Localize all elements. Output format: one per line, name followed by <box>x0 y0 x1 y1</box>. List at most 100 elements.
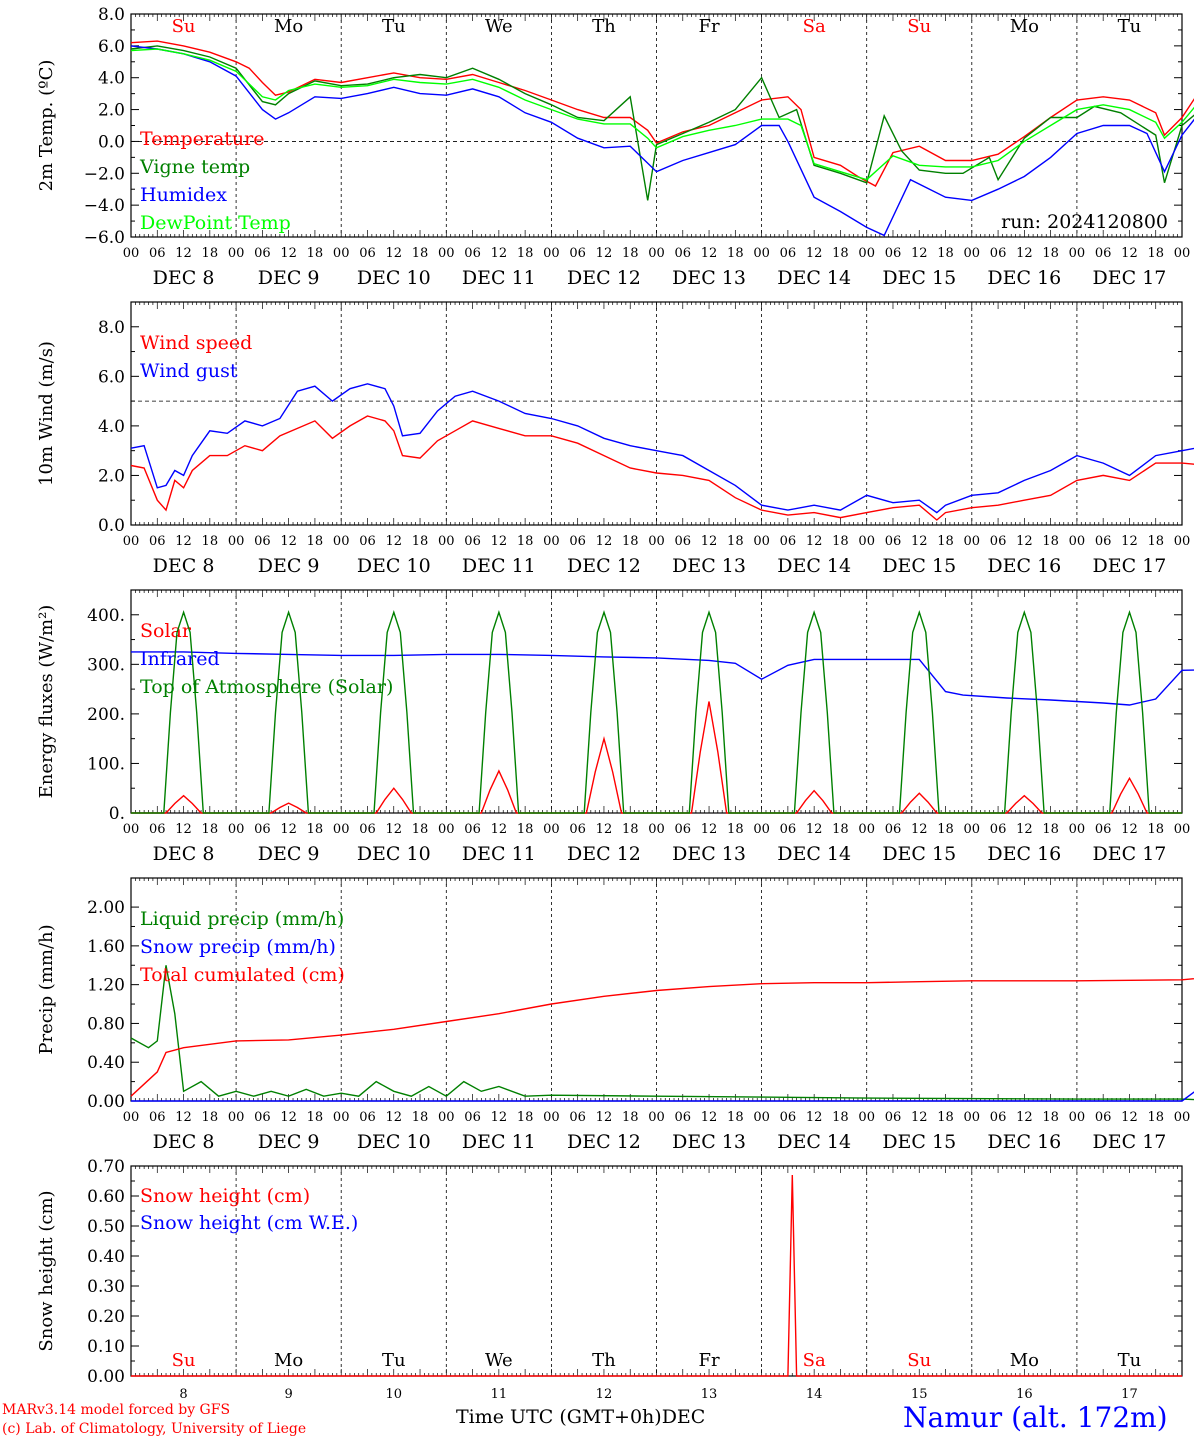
day-date-label: DEC 9 <box>258 843 320 865</box>
hour-tick-label: 00 <box>123 1110 140 1125</box>
hour-tick-label: 06 <box>675 534 692 549</box>
hour-tick-label: 06 <box>149 246 166 261</box>
hour-tick-label: 12 <box>280 1110 297 1125</box>
hour-tick-label: 18 <box>622 822 639 837</box>
weekday-label: Mo <box>1010 1350 1039 1371</box>
hour-tick-label: 12 <box>1121 1110 1138 1125</box>
y-tick-label: −4.0 <box>84 196 125 216</box>
weekday-label: Su <box>907 16 931 37</box>
hour-tick-label: 06 <box>359 1110 376 1125</box>
day-date-label: DEC 14 <box>777 555 851 577</box>
hour-tick-label: 12 <box>806 822 823 837</box>
day-date-label: DEC 15 <box>882 843 956 865</box>
hour-tick-label: 12 <box>806 1110 823 1125</box>
weekday-label: Mo <box>274 16 303 37</box>
hour-tick-label: 12 <box>280 534 297 549</box>
day-date-label: DEC 13 <box>672 267 746 289</box>
legend-series-dewpoint-temp: DewPoint Temp <box>140 212 291 234</box>
day-date-label: DEC 12 <box>567 555 641 577</box>
hour-tick-label: 18 <box>832 822 849 837</box>
hour-tick-label: 18 <box>937 822 954 837</box>
hour-tick-label: 00 <box>753 1110 770 1125</box>
hour-tick-label: 12 <box>175 822 192 837</box>
hour-tick-label: 00 <box>1069 1110 1086 1125</box>
hour-tick-label: 18 <box>1147 246 1164 261</box>
credit-model: MARv3.14 model forced by GFS <box>2 1402 231 1418</box>
panel-frame <box>130 589 1183 814</box>
hour-tick-label: 18 <box>412 1110 429 1125</box>
hour-tick-label: 06 <box>675 822 692 837</box>
y-axis-label: Precip (mm/h) <box>36 924 57 1054</box>
hour-tick-label: 06 <box>885 246 902 261</box>
hour-tick-label: 06 <box>464 534 481 549</box>
hour-tick-label: 06 <box>990 246 1007 261</box>
y-tick-label: 0.10 <box>87 1337 125 1357</box>
day-date-label: DEC 16 <box>987 555 1061 577</box>
hour-tick-label: 00 <box>333 534 350 549</box>
y-tick-label: 8.0 <box>98 5 125 25</box>
hour-tick-label: 18 <box>727 1110 744 1125</box>
legend-series-temperature: Temperature <box>140 128 264 150</box>
hour-tick-label: 12 <box>701 246 718 261</box>
y-tick-label: 400. <box>87 606 125 626</box>
hour-tick-label: 00 <box>858 1110 875 1125</box>
hour-tick-label: 06 <box>780 822 797 837</box>
hour-tick-label: 12 <box>1016 534 1033 549</box>
day-date-label: DEC 10 <box>357 843 431 865</box>
hour-tick-label: 00 <box>438 1110 455 1125</box>
series-total-cumulated-cm- <box>130 977 1194 1097</box>
y-tick-label: 1.60 <box>87 937 125 957</box>
day-number-label: 17 <box>1121 1387 1138 1402</box>
weekday-label: Th <box>592 16 616 37</box>
day-number-label: 14 <box>806 1387 823 1402</box>
hour-tick-label: 06 <box>254 246 271 261</box>
hour-tick-label: 00 <box>753 246 770 261</box>
x-axis-title: Time UTC (GMT+0h)DEC <box>456 1406 706 1428</box>
weekday-label: Tu <box>382 1350 406 1371</box>
hour-tick-label: 18 <box>1147 1110 1164 1125</box>
hour-tick-label: 12 <box>491 1110 508 1125</box>
hour-tick-label: 00 <box>1174 246 1191 261</box>
hour-tick-label: 06 <box>885 822 902 837</box>
hour-tick-label: 12 <box>596 534 613 549</box>
day-date-label: DEC 11 <box>462 843 536 865</box>
hour-tick-label: 12 <box>1121 246 1138 261</box>
hour-tick-label: 18 <box>517 1110 534 1125</box>
y-tick-label: 8.0 <box>98 318 125 338</box>
hour-tick-label: 00 <box>543 1110 560 1125</box>
y-tick-label: 0.50 <box>87 1217 125 1237</box>
hour-tick-label: 18 <box>622 246 639 261</box>
hour-tick-label: 06 <box>149 1110 166 1125</box>
hour-tick-label: 18 <box>937 1110 954 1125</box>
day-date-label: DEC 17 <box>1093 843 1167 865</box>
hour-tick-label: 12 <box>175 1110 192 1125</box>
y-tick-label: 0.20 <box>87 1307 125 1327</box>
y-tick-label: 0.40 <box>87 1247 125 1267</box>
weekday-label: Tu <box>1118 16 1142 37</box>
station-label: Namur (alt. 172m) <box>903 1401 1168 1434</box>
y-tick-label: 0.0 <box>98 132 125 152</box>
day-date-label: DEC 15 <box>882 555 956 577</box>
y-axis-label: Energy fluxes (W/m²) <box>36 605 57 799</box>
hour-tick-label: 18 <box>1042 246 1059 261</box>
day-date-label: DEC 17 <box>1093 267 1167 289</box>
hour-tick-label: 18 <box>307 534 324 549</box>
hour-tick-label: 18 <box>307 246 324 261</box>
hour-tick-label: 18 <box>202 822 219 837</box>
y-tick-label: 4.0 <box>98 69 125 89</box>
hour-tick-label: 00 <box>1069 246 1086 261</box>
y-tick-label: 0.70 <box>87 1157 125 1177</box>
legend-series-infrared: Infrared <box>140 648 220 670</box>
weekday-label: Su <box>172 1350 196 1371</box>
day-date-label: DEC 16 <box>987 1131 1061 1153</box>
hour-tick-label: 18 <box>1147 822 1164 837</box>
hour-tick-label: 06 <box>1095 246 1112 261</box>
day-number-label: 12 <box>596 1387 613 1402</box>
hour-tick-label: 18 <box>202 246 219 261</box>
day-date-label: DEC 9 <box>258 555 320 577</box>
weekday-label: Th <box>592 1350 616 1371</box>
y-axis-label: Snow height (cm) <box>36 1190 57 1351</box>
hour-tick-label: 12 <box>806 246 823 261</box>
y-tick-label: 2.0 <box>98 101 125 121</box>
